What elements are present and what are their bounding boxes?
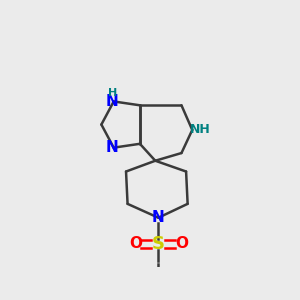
Text: N: N [106, 140, 118, 155]
Text: H: H [107, 88, 117, 98]
Text: NH: NH [190, 123, 210, 136]
Text: O: O [175, 236, 188, 251]
Text: S: S [152, 235, 165, 253]
Text: N: N [106, 94, 118, 109]
Text: O: O [129, 236, 142, 251]
Text: N: N [152, 210, 165, 225]
